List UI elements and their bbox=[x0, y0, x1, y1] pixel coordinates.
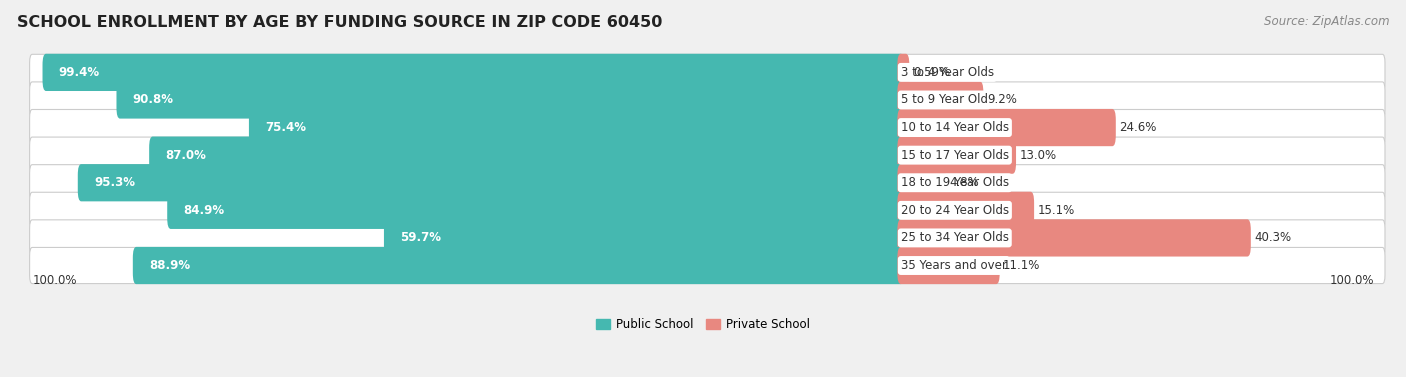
Text: 100.0%: 100.0% bbox=[1329, 274, 1374, 287]
Text: 100.0%: 100.0% bbox=[32, 274, 77, 287]
Text: 10 to 14 Year Olds: 10 to 14 Year Olds bbox=[901, 121, 1010, 134]
Text: SCHOOL ENROLLMENT BY AGE BY FUNDING SOURCE IN ZIP CODE 60450: SCHOOL ENROLLMENT BY AGE BY FUNDING SOUR… bbox=[17, 15, 662, 30]
FancyBboxPatch shape bbox=[30, 165, 1385, 201]
Text: 35 Years and over: 35 Years and over bbox=[901, 259, 1007, 272]
Text: 84.9%: 84.9% bbox=[184, 204, 225, 217]
Text: 88.9%: 88.9% bbox=[149, 259, 190, 272]
Text: 9.2%: 9.2% bbox=[987, 93, 1017, 106]
FancyBboxPatch shape bbox=[249, 109, 904, 146]
Text: 95.3%: 95.3% bbox=[94, 176, 135, 189]
Text: 99.4%: 99.4% bbox=[59, 66, 100, 79]
FancyBboxPatch shape bbox=[897, 219, 1251, 256]
FancyBboxPatch shape bbox=[30, 192, 1385, 228]
FancyBboxPatch shape bbox=[897, 54, 910, 91]
Text: 75.4%: 75.4% bbox=[266, 121, 307, 134]
FancyBboxPatch shape bbox=[77, 164, 904, 201]
FancyBboxPatch shape bbox=[30, 137, 1385, 173]
Text: 24.6%: 24.6% bbox=[1119, 121, 1157, 134]
Text: 59.7%: 59.7% bbox=[401, 231, 441, 244]
Text: 13.0%: 13.0% bbox=[1019, 149, 1056, 162]
FancyBboxPatch shape bbox=[42, 54, 904, 91]
FancyBboxPatch shape bbox=[30, 54, 1385, 90]
FancyBboxPatch shape bbox=[30, 247, 1385, 284]
FancyBboxPatch shape bbox=[30, 109, 1385, 146]
Legend: Public School, Private School: Public School, Private School bbox=[592, 313, 814, 336]
Text: 15.1%: 15.1% bbox=[1038, 204, 1074, 217]
Text: 25 to 34 Year Olds: 25 to 34 Year Olds bbox=[901, 231, 1008, 244]
Text: 90.8%: 90.8% bbox=[132, 93, 174, 106]
FancyBboxPatch shape bbox=[897, 192, 1033, 229]
FancyBboxPatch shape bbox=[132, 247, 904, 284]
Text: 20 to 24 Year Olds: 20 to 24 Year Olds bbox=[901, 204, 1010, 217]
FancyBboxPatch shape bbox=[897, 109, 1116, 146]
Text: 87.0%: 87.0% bbox=[166, 149, 207, 162]
FancyBboxPatch shape bbox=[30, 220, 1385, 256]
Text: 5 to 9 Year Old: 5 to 9 Year Old bbox=[901, 93, 988, 106]
FancyBboxPatch shape bbox=[897, 136, 1017, 174]
Text: 4.8%: 4.8% bbox=[949, 176, 979, 189]
FancyBboxPatch shape bbox=[149, 136, 904, 174]
FancyBboxPatch shape bbox=[30, 82, 1385, 118]
Text: 3 to 4 Year Olds: 3 to 4 Year Olds bbox=[901, 66, 994, 79]
Text: 40.3%: 40.3% bbox=[1254, 231, 1291, 244]
Text: 11.1%: 11.1% bbox=[1002, 259, 1040, 272]
FancyBboxPatch shape bbox=[897, 247, 1000, 284]
FancyBboxPatch shape bbox=[117, 81, 904, 119]
FancyBboxPatch shape bbox=[897, 164, 945, 201]
Text: 0.59%: 0.59% bbox=[912, 66, 950, 79]
Text: 15 to 17 Year Olds: 15 to 17 Year Olds bbox=[901, 149, 1010, 162]
FancyBboxPatch shape bbox=[384, 219, 904, 256]
Text: 18 to 19 Year Olds: 18 to 19 Year Olds bbox=[901, 176, 1010, 189]
Text: Source: ZipAtlas.com: Source: ZipAtlas.com bbox=[1264, 15, 1389, 28]
FancyBboxPatch shape bbox=[897, 81, 983, 119]
FancyBboxPatch shape bbox=[167, 192, 904, 229]
